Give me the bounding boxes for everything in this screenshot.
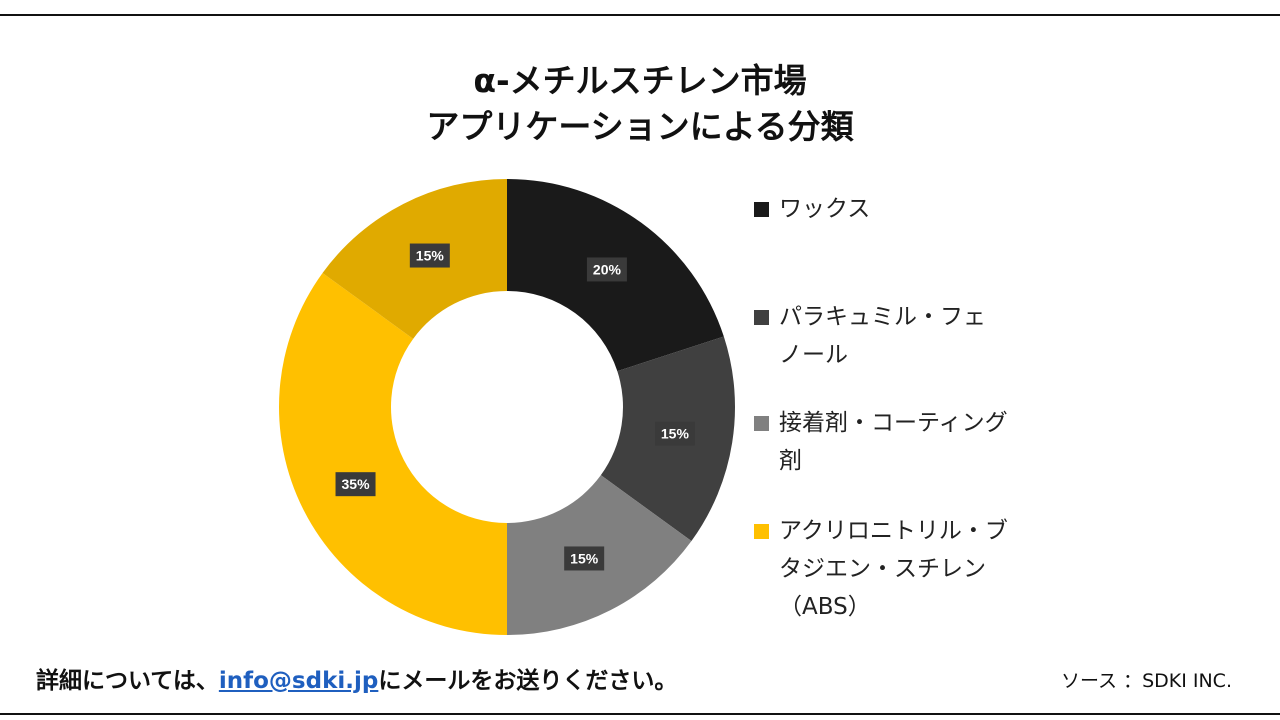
legend-label-paracumylphenol: パラキュミル・フェ ノール	[779, 304, 986, 368]
chart-title-line2: アプリケーションによる分類	[426, 107, 854, 146]
source-credit: ソース ：SDKI INC.	[1060, 670, 1232, 692]
data-label-other: 15%	[409, 243, 450, 268]
data-label-box-paracumylphenol	[654, 421, 695, 446]
legend-swatch-paracumylphenol	[754, 310, 769, 325]
data-label-box-wax	[586, 257, 627, 282]
data-label-text-paracumylphenol: 15%	[661, 426, 690, 442]
legend-label-adhesives: 接着剤・コーティング 剤	[779, 410, 1008, 474]
legend-label-wax: ワックス	[779, 196, 871, 222]
footer-prefix: 詳細については、	[36, 668, 219, 694]
data-label-text-abs: 35%	[342, 476, 371, 492]
slice-abs	[278, 272, 507, 635]
data-label-text-adhesives: 15%	[570, 550, 599, 566]
legend-swatch-adhesives	[754, 416, 769, 431]
data-label-text-wax: 20%	[593, 261, 622, 277]
data-label-box-adhesives	[564, 546, 605, 571]
data-label-text-other: 15%	[416, 248, 445, 264]
data-label-paracumylphenol: 15%	[654, 421, 695, 446]
data-label-box-abs	[335, 472, 376, 497]
chart-title: α-メチルスチレン市場 アプリケーションによる分類	[0, 58, 1280, 150]
legend-item-paracumylphenol: パラキュミル・フェ ノール	[754, 298, 1049, 374]
data-label-wax: 20%	[586, 257, 627, 282]
legend-item-abs: アクリロニトリル・ブ タジエン・スチレン （ABS）	[754, 512, 1049, 626]
top-rule	[0, 14, 1280, 16]
data-label-abs: 35%	[335, 472, 376, 497]
bottom-rule	[0, 713, 1280, 715]
data-label-box-other	[409, 243, 450, 268]
footer-suffix: にメールをお送りください。	[378, 668, 678, 694]
footer-contact-note: 詳細については、info@sdki.jpにメールをお送りください。	[36, 661, 677, 695]
data-label-adhesives: 15%	[564, 546, 605, 571]
legend-swatch-wax	[754, 202, 769, 217]
chart-title-line1: α-メチルスチレン市場	[473, 61, 807, 100]
legend-item-adhesives: 接着剤・コーティング 剤	[754, 404, 1049, 480]
contact-email-link[interactable]: info@sdki.jp	[218, 668, 379, 694]
legend-label-abs: アクリロニトリル・ブ タジエン・スチレン （ABS）	[779, 518, 1008, 620]
legend-swatch-abs	[754, 524, 769, 539]
legend-item-wax: ワックス	[754, 190, 1049, 228]
